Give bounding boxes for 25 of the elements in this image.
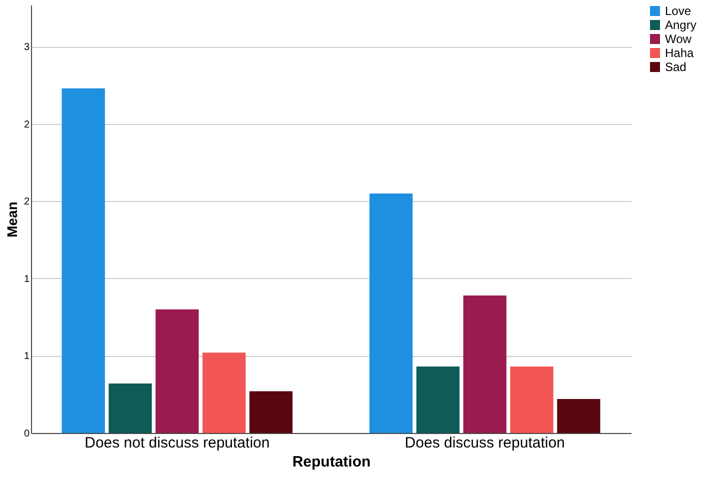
bar (463, 295, 506, 433)
y-axis-title: Mean (4, 202, 20, 238)
legend-label: Love (665, 4, 692, 18)
y-tick-label: 0 (24, 428, 30, 440)
legend-label: Sad (665, 60, 686, 74)
legend-label: Wow (665, 32, 692, 46)
bar (249, 391, 293, 433)
y-tick-label: 1 (24, 274, 30, 285)
x-tick-label: Does discuss reputation (404, 434, 565, 452)
bar (108, 384, 152, 433)
bar (557, 399, 600, 433)
bar (369, 194, 413, 433)
y-tick-label: 3 (24, 42, 30, 54)
x-tick-label: Does not discuss reputation (84, 434, 270, 452)
legend-label: Haha (665, 46, 694, 60)
legend-label: Angry (665, 18, 696, 32)
y-tick-label: 2 (24, 196, 30, 208)
bar (156, 309, 199, 433)
y-tick-label: 1 (24, 351, 30, 362)
bar (510, 366, 554, 433)
x-axis-title: Reputation (292, 454, 371, 470)
y-tick-label: 2 (24, 119, 30, 130)
bar (416, 366, 460, 433)
bar (62, 88, 105, 433)
bar (202, 352, 246, 433)
